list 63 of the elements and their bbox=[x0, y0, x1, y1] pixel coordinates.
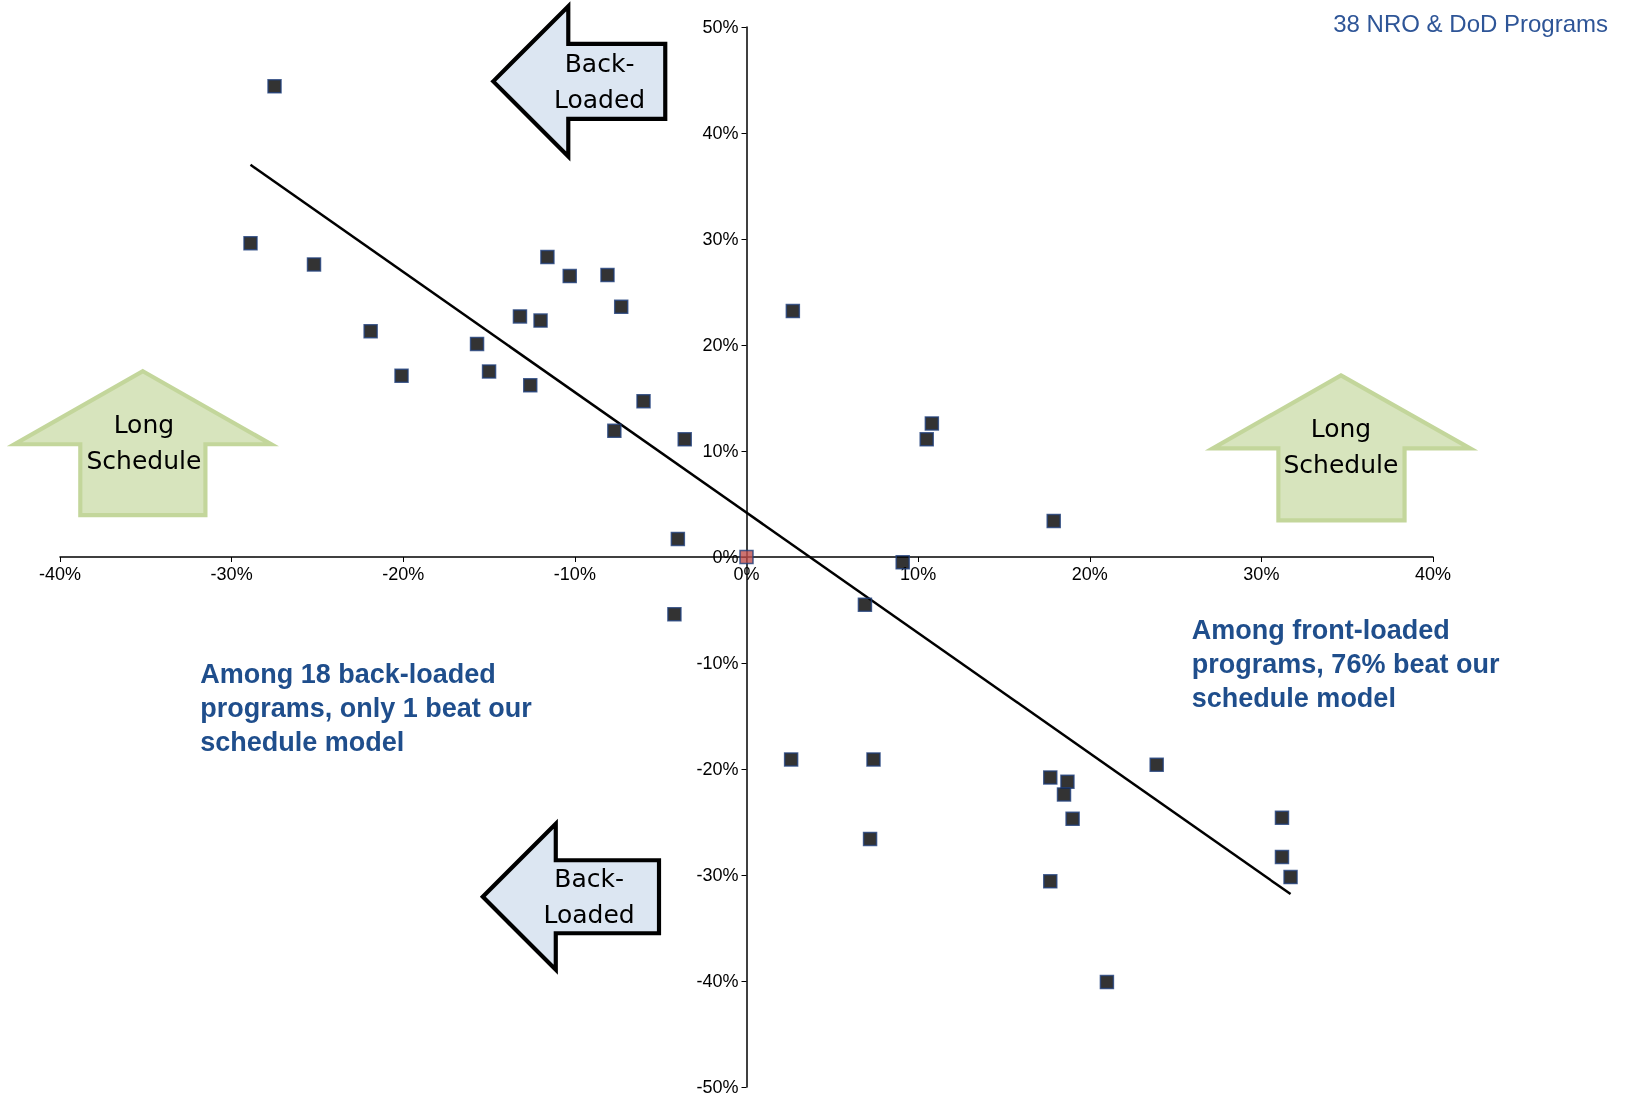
y-tick-label: -20% bbox=[696, 759, 739, 779]
point bbox=[862, 831, 878, 847]
y-tick-label: 50% bbox=[702, 17, 739, 37]
point bbox=[394, 368, 409, 383]
point bbox=[613, 299, 629, 315]
point bbox=[540, 249, 555, 265]
point bbox=[533, 313, 548, 328]
y-tick-label: 40% bbox=[702, 123, 739, 143]
x-tick-label: -30% bbox=[210, 564, 253, 584]
point bbox=[783, 752, 799, 767]
point bbox=[562, 268, 577, 284]
x-tick-label: -10% bbox=[553, 564, 596, 584]
point bbox=[267, 79, 282, 94]
point bbox=[607, 423, 622, 439]
y-tick-label: -50% bbox=[696, 1077, 739, 1097]
y-tick-label: 30% bbox=[702, 229, 739, 249]
y-tick-label: -30% bbox=[696, 865, 739, 885]
point bbox=[1046, 513, 1061, 529]
y-tick-label: 20% bbox=[702, 335, 739, 355]
x-tick-label: 20% bbox=[1071, 564, 1108, 584]
point bbox=[306, 257, 322, 272]
point bbox=[512, 309, 528, 324]
point bbox=[739, 549, 754, 565]
point bbox=[243, 235, 258, 251]
point bbox=[1043, 874, 1058, 889]
point bbox=[677, 432, 692, 447]
point bbox=[919, 432, 934, 447]
annotation: Long Schedule bbox=[1282, 412, 1400, 481]
point bbox=[1056, 787, 1072, 802]
point bbox=[1274, 810, 1290, 826]
point bbox=[1274, 849, 1290, 865]
point bbox=[857, 597, 873, 612]
annotation: Back-Loaded bbox=[552, 47, 647, 116]
annotation: Back-Loaded bbox=[542, 863, 636, 932]
y-tick-label: -40% bbox=[696, 971, 739, 991]
point bbox=[866, 752, 881, 767]
point bbox=[1283, 869, 1298, 885]
point bbox=[636, 393, 651, 409]
point bbox=[1099, 974, 1115, 990]
point bbox=[481, 364, 497, 379]
x-tick-label: 10% bbox=[900, 564, 937, 584]
point bbox=[1149, 757, 1164, 773]
point bbox=[1065, 811, 1080, 827]
x-tick-label: 40% bbox=[1414, 564, 1452, 584]
point bbox=[469, 336, 485, 352]
chart-title: 38 NRO & DoD Programs bbox=[1333, 9, 1608, 37]
annotation: Among 18 back-loaded programs, only 1 beat our schedule model bbox=[200, 657, 533, 759]
point bbox=[1043, 770, 1058, 785]
y-tick-label: 10% bbox=[702, 441, 739, 461]
x-tick-label: -20% bbox=[382, 564, 425, 584]
x-tick-label: 30% bbox=[1243, 564, 1280, 584]
point bbox=[670, 531, 686, 547]
point bbox=[1060, 774, 1075, 789]
point bbox=[523, 378, 538, 393]
annotation: Long Schedule bbox=[85, 408, 203, 477]
point bbox=[600, 267, 615, 283]
point bbox=[924, 416, 940, 431]
y-tick-label: -10% bbox=[696, 653, 739, 673]
x-tick-label: -40% bbox=[38, 564, 82, 584]
point bbox=[667, 606, 682, 622]
point bbox=[785, 303, 801, 319]
annotation: Among front-loaded programs, 76% beat our schedule model bbox=[1191, 614, 1501, 716]
point bbox=[363, 323, 378, 339]
